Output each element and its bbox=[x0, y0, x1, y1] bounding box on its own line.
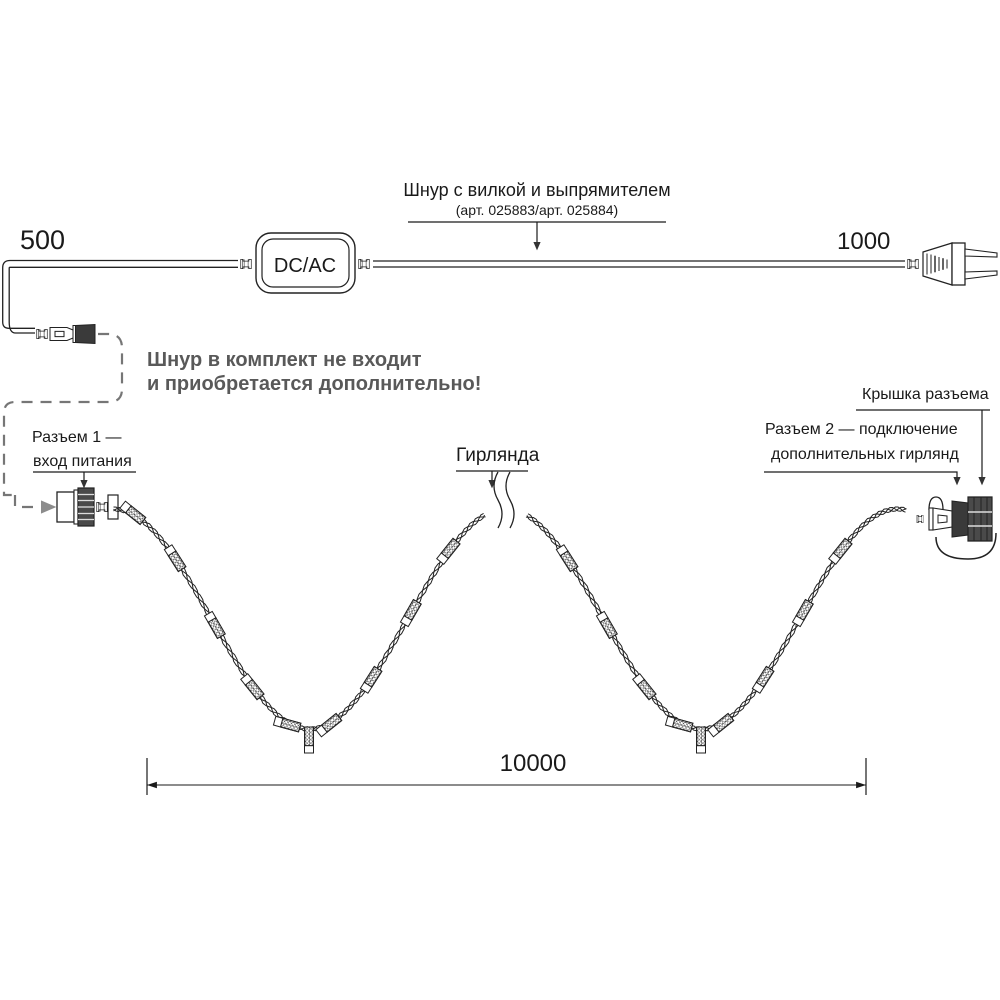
svg-text:DC/AC: DC/AC bbox=[274, 255, 336, 277]
svg-text:500: 500 bbox=[20, 225, 65, 255]
svg-text:1000: 1000 bbox=[837, 228, 890, 255]
svg-text:и приобретается дополнительно!: и приобретается дополнительно! bbox=[147, 373, 481, 395]
svg-text:Разъем 2 — подключение: Разъем 2 — подключение bbox=[765, 421, 958, 438]
svg-text:вход питания: вход питания bbox=[33, 453, 132, 470]
svg-text:(арт. 025883/арт. 025884): (арт. 025883/арт. 025884) bbox=[456, 202, 618, 218]
svg-text:дополнительных гирлянд: дополнительных гирлянд bbox=[771, 446, 959, 463]
svg-text:Шнур с вилкой и выпрямителем: Шнур с вилкой и выпрямителем bbox=[403, 180, 670, 200]
svg-text:Разъем 1 —: Разъем 1 — bbox=[32, 429, 122, 446]
svg-text:10000: 10000 bbox=[500, 750, 567, 777]
svg-text:Шнур в комплект не входит: Шнур в комплект не входит bbox=[147, 349, 422, 371]
svg-text:Гирлянда: Гирлянда bbox=[456, 445, 540, 466]
svg-text:Крышка разъема: Крышка разъема bbox=[862, 386, 989, 403]
